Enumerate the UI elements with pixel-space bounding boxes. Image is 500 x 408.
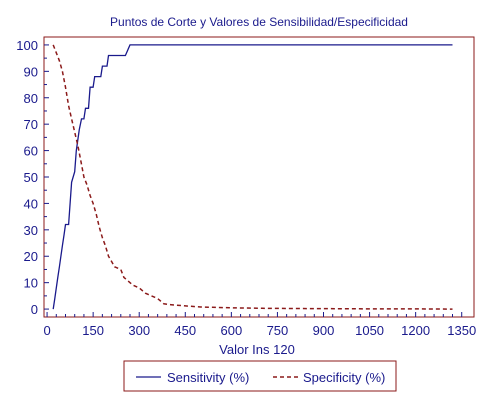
y-tick-label: 60 [24,144,38,159]
y-tick-label: 50 [24,170,38,185]
legend-label-specificity: Specificity (%) [303,370,385,385]
x-tick-label: 1200 [401,323,430,338]
legend-label-sensitivity: Sensitivity (%) [167,370,249,385]
plot-frame [44,37,474,317]
legend: Sensitivity (%) Specificity (%) [124,361,396,391]
series-line-sensitivity [53,45,452,309]
y-tick-label: 10 [24,276,38,291]
y-tick-label: 70 [24,117,38,132]
chart-title: Puntos de Corte y Valores de Sensibilida… [110,15,408,29]
x-tick-label: 450 [174,323,196,338]
x-tick-label: 1050 [355,323,384,338]
y-tick-label: 80 [24,91,38,106]
y-tick-label: 100 [16,38,38,53]
x-tick-label: 150 [82,323,104,338]
x-tick-label: 600 [221,323,243,338]
plot-area: 0 10 20 30 40 50 60 70 80 90 100 0 150 300 450 600 750 90… [16,37,476,338]
y-tick-label: 20 [24,249,38,264]
x-tick-label: 300 [128,323,150,338]
y-tick-label: 90 [24,64,38,79]
x-tick-label: 900 [313,323,335,338]
x-tick-label: 1350 [447,323,476,338]
y-tick-label: 0 [31,302,38,317]
y-tick-label: 30 [24,223,38,238]
x-tick-label: 750 [267,323,289,338]
x-axis-label: Valor Ins 120 [219,342,295,357]
y-tick-label: 40 [24,196,38,211]
x-tick-label: 0 [43,323,50,338]
series-line-specificity [53,45,452,309]
